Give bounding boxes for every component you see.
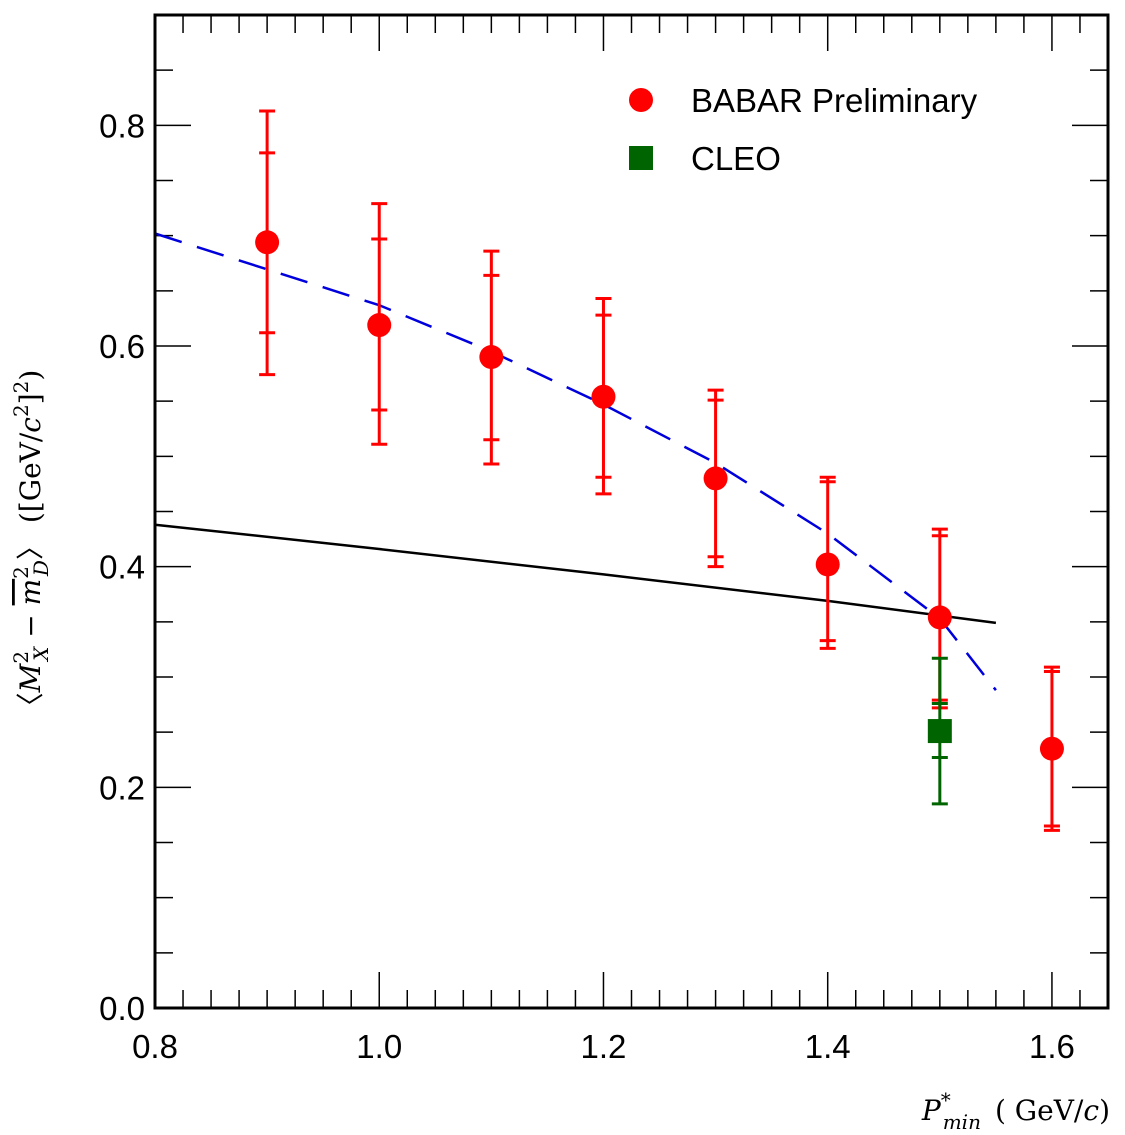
legend-label: BABAR Preliminary — [691, 82, 978, 119]
data-point — [815, 552, 840, 577]
legend-marker — [629, 146, 653, 170]
solid-curve — [154, 523, 997, 625]
x-tick-label: 1.2 — [581, 1028, 627, 1065]
data-point — [927, 605, 952, 630]
y-tick-label: 0.6 — [99, 328, 145, 365]
data-point — [479, 345, 504, 370]
data-point — [591, 384, 616, 409]
data-point — [1039, 736, 1064, 761]
plot-frame — [153, 13, 1110, 1010]
y-tick-label: 0.2 — [99, 769, 145, 806]
x-tick-label: 1.4 — [805, 1028, 851, 1065]
data-point — [703, 466, 728, 491]
y-tick-label: 0.4 — [99, 549, 145, 586]
legend-label: CLEO — [691, 140, 781, 177]
legend: BABAR Preliminary CLEO — [629, 82, 978, 177]
x-tick-label: 1.0 — [356, 1028, 402, 1065]
data-point — [927, 719, 952, 744]
data-markers — [255, 230, 1064, 761]
x-axis-title: P* min( GeV/c) — [921, 1088, 1110, 1134]
axis-ticks — [154, 14, 1109, 1009]
x-tick-label: 1.6 — [1029, 1028, 1075, 1065]
y-axis-title: 〈M2X − m2D〉 ([GeV/c2]2) — [9, 370, 53, 721]
dashed-curve — [154, 232, 997, 691]
y-tick-label: 0.8 — [99, 107, 145, 144]
data-point — [367, 313, 392, 338]
legend-marker — [629, 88, 653, 112]
y-tick-label: 0.0 — [99, 990, 145, 1027]
tick-labels: 0.8 1.0 1.2 1.4 1.6 0.0 0.2 0.4 0.6 0.8 — [99, 107, 1075, 1065]
model-curves — [154, 232, 997, 691]
data-point — [255, 230, 280, 255]
x-tick-label: 0.8 — [132, 1028, 178, 1065]
